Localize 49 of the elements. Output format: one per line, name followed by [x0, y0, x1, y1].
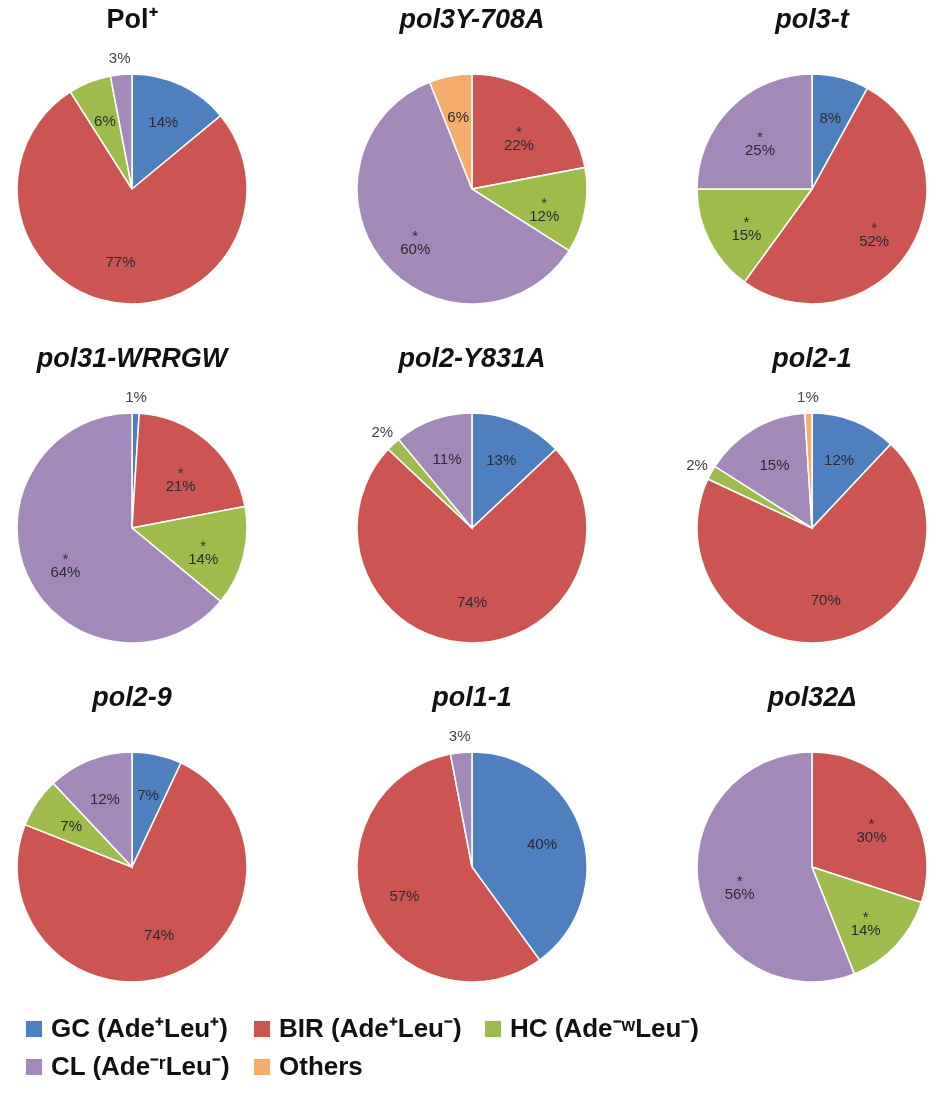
data-label: * 56%: [724, 871, 755, 902]
data-label: 74%: [456, 592, 488, 610]
data-label: 7%: [60, 816, 82, 834]
chart-title: pol1-1: [431, 682, 512, 712]
data-label: * 30%: [856, 814, 887, 845]
data-label: 12%: [824, 450, 855, 468]
data-label: 15%: [759, 455, 790, 473]
chart-title: pol2-9: [91, 682, 172, 712]
data-label: 6%: [447, 107, 470, 125]
data-label: 12%: [89, 789, 120, 807]
chart-title: pol2-Y831A: [397, 343, 546, 373]
data-label: 7%: [137, 786, 159, 804]
data-label: * 14%: [188, 537, 219, 568]
data-label: 1%: [797, 387, 819, 405]
data-label: * 22%: [503, 123, 534, 154]
data-label: 6%: [94, 111, 116, 129]
chart-title: Pol⁺: [106, 4, 158, 34]
legend-label: GC (Ade⁺Leu⁺): [51, 1013, 228, 1043]
data-label: 14%: [148, 113, 179, 131]
chart-title: pol31-WRRGW: [35, 343, 230, 373]
legend-label: BIR (Ade⁺Leu⁻): [279, 1013, 462, 1043]
data-label: 70%: [810, 591, 841, 609]
data-label: 11%: [432, 449, 462, 467]
data-label: 57%: [389, 887, 420, 905]
data-label: * 14%: [850, 908, 881, 939]
legend-label: Others: [279, 1051, 363, 1081]
data-label: * 52%: [859, 219, 890, 250]
data-label: * 12%: [529, 193, 560, 224]
chart-title: pol32Δ: [766, 682, 857, 712]
data-label: 77%: [105, 252, 136, 270]
data-label: 2%: [686, 455, 708, 473]
chart-title: pol3Y-708A: [398, 4, 545, 34]
data-label: 8%: [819, 108, 842, 126]
chart-title: pol2-1: [771, 343, 852, 373]
data-label: * 60%: [400, 226, 431, 257]
data-label: 74%: [144, 926, 175, 944]
legend-label: CL (Ade⁻ʳLeu⁻): [51, 1051, 230, 1081]
data-label: * 21%: [165, 463, 196, 494]
data-label: 13%: [486, 451, 517, 469]
data-label: * 25%: [744, 127, 775, 158]
data-label: 40%: [526, 835, 558, 853]
data-label: 3%: [448, 727, 471, 745]
data-label: * 64%: [50, 550, 81, 581]
data-label: 2%: [371, 423, 394, 441]
data-label: 3%: [108, 49, 131, 67]
data-label: * 15%: [731, 213, 762, 244]
legend-label: HC (Ade⁻ʷLeu⁻): [510, 1013, 700, 1043]
data-label: 1%: [125, 387, 147, 405]
chart-title: pol3-t: [774, 4, 850, 34]
